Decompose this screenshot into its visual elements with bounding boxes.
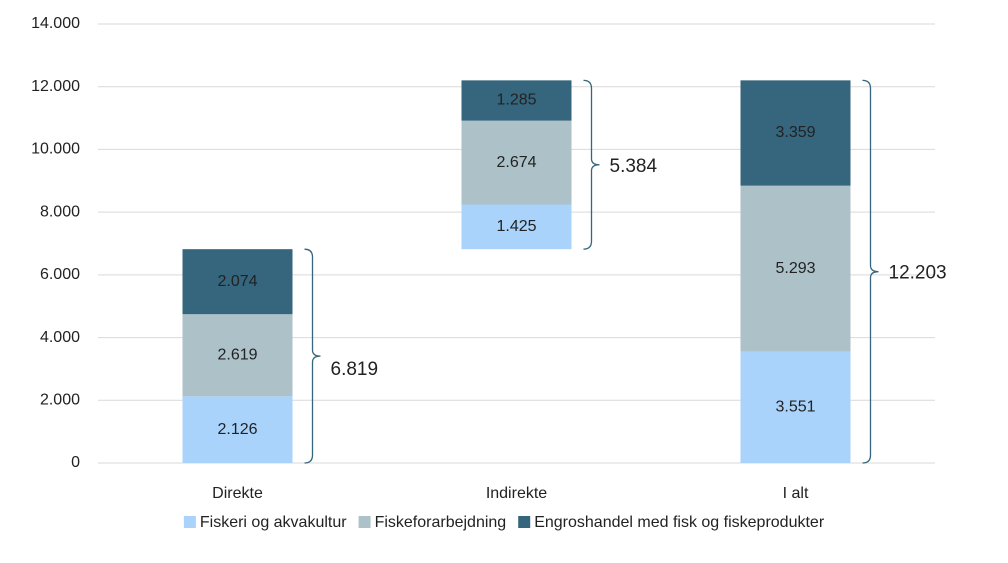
legend-swatch [518,516,531,528]
y-tick-label: 0 [71,454,80,471]
data-label: 5.293 [775,260,815,277]
total-label: 12.203 [889,263,947,284]
x-tick-label: Direkte [212,485,263,502]
bar-segment [740,185,851,352]
x-tick-label: I alt [783,485,809,502]
total-label: 5.384 [610,156,658,177]
bar-segment [182,249,293,315]
bar-segment [461,204,572,250]
data-label: 2.126 [217,421,257,438]
brace [304,248,321,464]
y-tick-label: 12.000 [31,78,80,95]
data-label: 1.425 [496,218,536,235]
data-label: 3.551 [775,399,815,416]
x-tick-label: Indirekte [486,485,547,502]
bar-segment [740,351,851,463]
data-label: 2.074 [217,273,257,290]
y-tick-label: 2.000 [40,392,80,409]
bar-segment [461,80,572,121]
data-label: 2.619 [217,346,257,363]
legend-label: Fiskeri og akvakultur [200,514,347,531]
bar-segment [461,120,572,205]
brace [862,79,879,464]
legend-swatch [358,516,371,528]
y-tick-label: 4.000 [40,329,80,346]
bar-segment [182,314,293,397]
data-label: 2.674 [496,154,536,171]
total-label: 6.819 [331,359,379,380]
data-label: 1.285 [496,92,536,109]
y-tick-label: 14.000 [31,15,80,32]
brace [583,79,600,250]
bar-segment [740,80,851,186]
y-tick-label: 8.000 [40,203,80,220]
y-tick-label: 10.000 [31,141,80,158]
legend-label: Engroshandel med fisk og fiskeprodukter [534,514,825,531]
y-tick-label: 6.000 [40,266,80,283]
legend-swatch [183,516,196,528]
legend-label: Fiskeforarbejdning [375,514,507,531]
bar-segment [182,396,293,463]
data-label: 3.359 [775,124,815,141]
